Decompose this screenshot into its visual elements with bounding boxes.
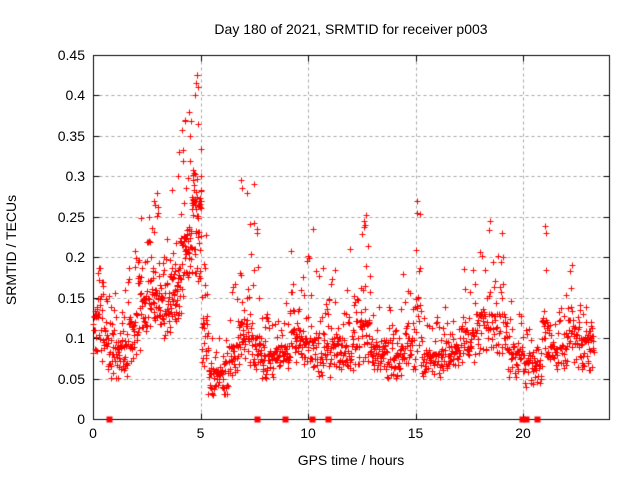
y-tick-label: 0.3	[65, 168, 85, 185]
chart-title: Day 180 of 2021, SRMTID for receiver p00…	[214, 21, 488, 37]
x-tick-label: 0	[89, 425, 97, 441]
x-axis-label: GPS time / hours	[297, 452, 405, 468]
y-tick-label: 0.2	[65, 249, 85, 266]
x-tick-label: 5	[196, 425, 205, 441]
y-tick-label: 0.1	[65, 330, 85, 347]
y-tick-label: 0.25	[57, 208, 85, 225]
y-tick-label: 0	[77, 411, 85, 427]
y-tick-label: 0.05	[57, 370, 85, 387]
y-tick-label: 0.35	[57, 127, 85, 144]
y-tick-label: 0.45	[57, 47, 85, 63]
y-tick-label: 0.4	[65, 87, 85, 104]
x-tick-label: 10	[300, 425, 316, 441]
y-tick-label: 0.15	[57, 289, 85, 306]
x-tick-label: 15	[407, 425, 424, 441]
x-tick-label: 20	[515, 425, 531, 441]
